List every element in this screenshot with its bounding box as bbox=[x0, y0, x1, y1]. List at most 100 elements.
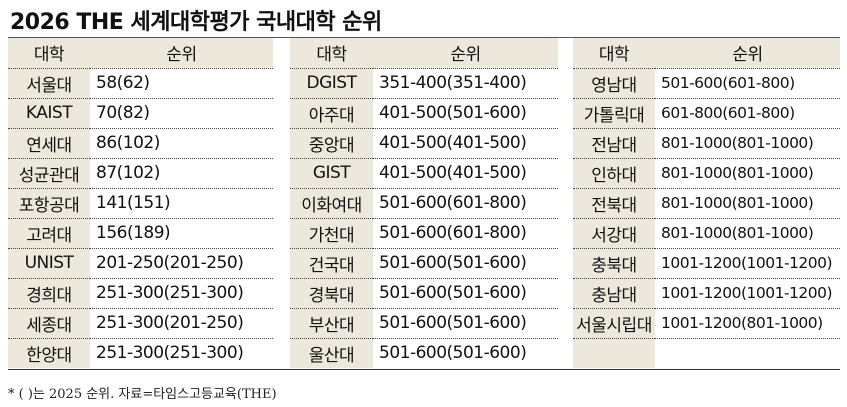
university-name: 서울시립대 bbox=[573, 307, 655, 338]
ranking-table-1: 대학 순위 서울대 58(62) KAIST 70(82) 연세대 86(102) 성균관대 87… bbox=[8, 38, 273, 368]
rank-value: 501-600(501-600) bbox=[373, 247, 558, 278]
table-row: 이화여대 501-600(601-800) bbox=[290, 187, 558, 218]
table-row bbox=[573, 337, 840, 368]
header-rank: 순위 bbox=[90, 38, 273, 68]
table-row: 아주대 401-500(501-600) bbox=[290, 97, 558, 128]
table-row: 연세대 86(102) bbox=[8, 127, 273, 158]
rank-value: 251-300(251-300) bbox=[90, 277, 273, 308]
rank-value: 401-500(401-500) bbox=[373, 127, 558, 158]
university-name: 가천대 bbox=[290, 217, 373, 248]
university-name: 충남대 bbox=[573, 277, 655, 308]
page-title: 2026 THE 세계대학평가 국내대학 순위 bbox=[10, 10, 382, 35]
table-header-row: 대학 순위 bbox=[8, 38, 273, 68]
table-row: 중앙대 401-500(401-500) bbox=[290, 127, 558, 158]
rank-value: 70(82) bbox=[90, 97, 273, 128]
table-row: 건국대 501-600(501-600) bbox=[290, 247, 558, 278]
rank-value: 1001-1200(801-1000) bbox=[655, 307, 840, 338]
university-name: 포항공대 bbox=[8, 187, 90, 218]
table-row: 가톨릭대 601-800(601-800) bbox=[573, 97, 840, 128]
rank-value: 201-250(201-250) bbox=[90, 247, 273, 278]
rank-value: 156(189) bbox=[90, 217, 273, 248]
rank-value: 401-500(401-500) bbox=[373, 157, 558, 188]
rank-value: 251-300(201-250) bbox=[90, 307, 273, 338]
university-name: 세종대 bbox=[8, 307, 90, 338]
university-name: 서울대 bbox=[8, 67, 90, 98]
table-row: 부산대 501-600(501-600) bbox=[290, 307, 558, 338]
rank-value: 501-600(501-600) bbox=[373, 337, 558, 368]
rank-value: 501-600(601-800) bbox=[373, 187, 558, 218]
ranking-table-3: 대학 순위 영남대 501-600(601-800) 가톨릭대 601-800(601-8… bbox=[573, 38, 840, 368]
ranking-table-2: 대학 순위 DGIST 351-400(351-400) 아주대 401-500(501-… bbox=[290, 38, 558, 368]
university-name: 부산대 bbox=[290, 307, 373, 338]
table-row: 한양대 251-300(251-300) bbox=[8, 337, 273, 368]
table-row: KAIST 70(82) bbox=[8, 97, 273, 128]
university-name bbox=[573, 337, 655, 368]
university-name: 인하대 bbox=[573, 157, 655, 188]
top-rule bbox=[8, 37, 840, 38]
table-row: 인하대 801-1000(801-1000) bbox=[573, 157, 840, 188]
bottom-rule bbox=[8, 369, 840, 370]
rank-value: 87(102) bbox=[90, 157, 273, 188]
rank-value: 801-1000(801-1000) bbox=[655, 157, 840, 188]
university-name: KAIST bbox=[8, 97, 90, 128]
rank-value: 1001-1200(1001-1200) bbox=[655, 247, 840, 278]
header-university: 대학 bbox=[573, 38, 655, 68]
university-name: 충북대 bbox=[573, 247, 655, 278]
table-row: 성균관대 87(102) bbox=[8, 157, 273, 188]
university-name: 연세대 bbox=[8, 127, 90, 158]
table-row: 경희대 251-300(251-300) bbox=[8, 277, 273, 308]
university-name: 한양대 bbox=[8, 337, 90, 368]
university-name: 경희대 bbox=[8, 277, 90, 308]
table-row: 서강대 801-1000(801-1000) bbox=[573, 217, 840, 248]
university-name: 경북대 bbox=[290, 277, 373, 308]
rank-value: 801-1000(801-1000) bbox=[655, 127, 840, 158]
university-name: DGIST bbox=[290, 67, 373, 98]
rank-value: 58(62) bbox=[90, 67, 273, 98]
university-name: 전북대 bbox=[573, 187, 655, 218]
rank-value: 501-600(601-800) bbox=[373, 217, 558, 248]
table-row: 세종대 251-300(201-250) bbox=[8, 307, 273, 338]
rank-value bbox=[655, 337, 840, 368]
table-header-row: 대학 순위 bbox=[290, 38, 558, 68]
table-row: 고려대 156(189) bbox=[8, 217, 273, 248]
table-row: 전북대 801-1000(801-1000) bbox=[573, 187, 840, 218]
table-row: 가천대 501-600(601-800) bbox=[290, 217, 558, 248]
header-university: 대학 bbox=[290, 38, 373, 68]
table-row: 충남대 1001-1200(1001-1200) bbox=[573, 277, 840, 308]
university-name: 이화여대 bbox=[290, 187, 373, 218]
university-name: UNIST bbox=[8, 247, 90, 278]
rank-value: 401-500(501-600) bbox=[373, 97, 558, 128]
table-row: 서울대 58(62) bbox=[8, 67, 273, 98]
rank-value: 801-1000(801-1000) bbox=[655, 187, 840, 218]
rank-value: 501-600(501-600) bbox=[373, 307, 558, 338]
university-name: 영남대 bbox=[573, 67, 655, 98]
university-name: 아주대 bbox=[290, 97, 373, 128]
rank-value: 801-1000(801-1000) bbox=[655, 217, 840, 248]
university-name: GIST bbox=[290, 157, 373, 188]
rank-value: 351-400(351-400) bbox=[373, 67, 558, 98]
table-row: 포항공대 141(151) bbox=[8, 187, 273, 218]
rank-value: 501-600(601-800) bbox=[655, 67, 840, 98]
university-name: 건국대 bbox=[290, 247, 373, 278]
table-row: UNIST 201-250(201-250) bbox=[8, 247, 273, 278]
footnote: * ( )는 2025 순위. 자료=타임스고등교육(THE) bbox=[8, 387, 277, 402]
rank-value: 251-300(251-300) bbox=[90, 337, 273, 368]
university-name: 중앙대 bbox=[290, 127, 373, 158]
university-name: 고려대 bbox=[8, 217, 90, 248]
rank-value: 601-800(601-800) bbox=[655, 97, 840, 128]
header-rank: 순위 bbox=[655, 38, 840, 68]
rank-value: 141(151) bbox=[90, 187, 273, 218]
university-name: 전남대 bbox=[573, 127, 655, 158]
table-row: 전남대 801-1000(801-1000) bbox=[573, 127, 840, 158]
table-row: 울산대 501-600(501-600) bbox=[290, 337, 558, 368]
header-rank: 순위 bbox=[373, 38, 558, 68]
table-row: DGIST 351-400(351-400) bbox=[290, 67, 558, 98]
rank-value: 1001-1200(1001-1200) bbox=[655, 277, 840, 308]
rank-value: 86(102) bbox=[90, 127, 273, 158]
table-row: 충북대 1001-1200(1001-1200) bbox=[573, 247, 840, 278]
university-name: 울산대 bbox=[290, 337, 373, 368]
table-row: GIST 401-500(401-500) bbox=[290, 157, 558, 188]
table-row: 서울시립대 1001-1200(801-1000) bbox=[573, 307, 840, 338]
university-name: 가톨릭대 bbox=[573, 97, 655, 128]
table-header-row: 대학 순위 bbox=[573, 38, 840, 68]
